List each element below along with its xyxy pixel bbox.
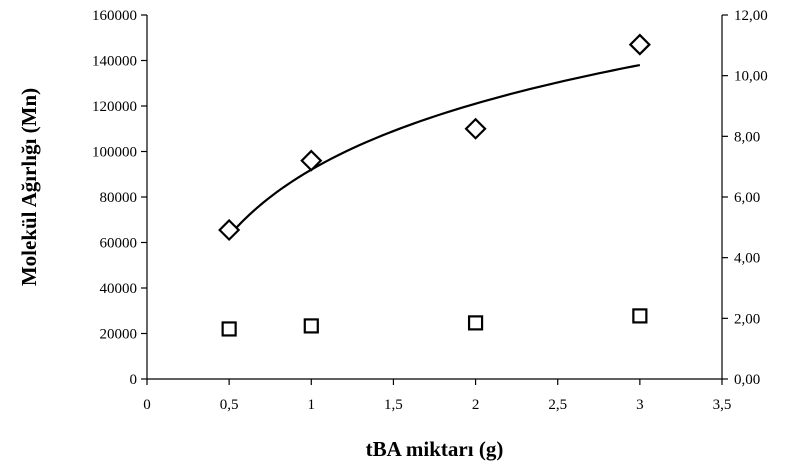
y-tick-label: 100000 (92, 145, 137, 161)
y-axis-title: Molekül Ağırlığı (Mn) (17, 88, 41, 286)
x-tick-label: 0,5 (220, 397, 239, 413)
square-point (632, 308, 648, 324)
x-tick-label: 3,5 (713, 397, 732, 413)
tick-labels: 0 20000 40000 60000 80000 100000 120000 140000 1… (92, 8, 768, 413)
y2-tick-label: 10,00 (734, 69, 768, 85)
diamond-point (628, 33, 651, 56)
y-tick-label: 120000 (92, 99, 137, 115)
square-point (303, 318, 319, 334)
diamond-point (300, 149, 323, 172)
y2-tick-label: 8,00 (734, 129, 760, 145)
x-tick-label: 0 (143, 397, 151, 413)
y-tick-label: 20000 (100, 327, 138, 343)
x-tick-label: 3 (636, 397, 644, 413)
y2-tick-label: 2,00 (734, 311, 760, 327)
y2-tick-label: 12,00 (734, 8, 768, 24)
x-axis-title: tBA miktarı (g) (366, 437, 504, 461)
trendline-group (228, 63, 641, 237)
y-tick-label: 60000 (100, 236, 138, 252)
square-point (221, 321, 237, 337)
y-tick-label: 0 (130, 372, 138, 388)
square-point (467, 315, 484, 331)
diamond-point (218, 218, 241, 242)
diamond-point (464, 117, 487, 140)
y2-tick-label: 4,00 (734, 251, 760, 267)
y2-tick-label: 6,00 (734, 190, 760, 206)
y2-tick-label: 0,00 (734, 372, 760, 388)
x-tick-label: 1,5 (384, 397, 403, 413)
x-tick-label: 2,5 (548, 397, 567, 413)
y-tick-label: 160000 (92, 8, 137, 24)
x-tick-label: 1 (308, 397, 316, 413)
y-tick-label: 140000 (92, 54, 137, 70)
y-tick-label: 80000 (100, 190, 138, 206)
axes (141, 14, 728, 385)
y-tick-label: 40000 (100, 281, 138, 297)
trendline (228, 63, 641, 237)
x-tick-label: 2 (472, 397, 480, 413)
data-points (218, 33, 651, 337)
